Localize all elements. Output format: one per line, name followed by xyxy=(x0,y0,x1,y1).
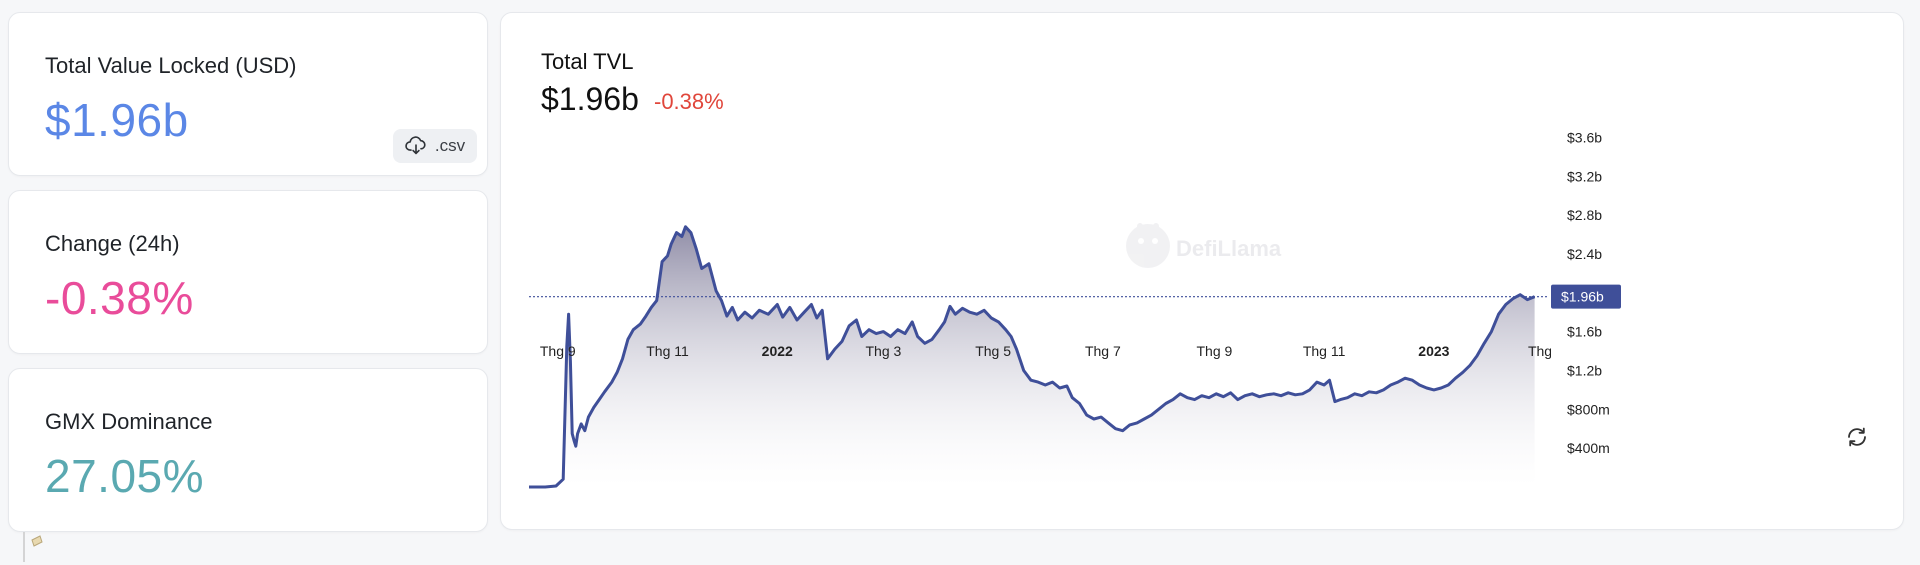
x-tick-label: Thg 11 xyxy=(646,343,689,359)
x-tick-label: 2023 xyxy=(1418,343,1449,359)
current-value-badge-label: $1.96b xyxy=(1561,289,1604,305)
x-tick-label: Thg 7 xyxy=(1085,343,1121,359)
y-tick-label: $2.4b xyxy=(1567,246,1602,262)
y-tick-label: $1.6b xyxy=(1567,324,1602,340)
tvl-chart-card: DefiLlama $400m $800m $1.2b $1.6b $2.4b $2.8b… xyxy=(500,12,1904,530)
x-tick-label: Thg 9 xyxy=(1196,343,1232,359)
y-tick-label: $1.2b xyxy=(1567,362,1602,378)
tvl-value: $1.96b xyxy=(45,94,189,146)
x-tick-label: Thg 11 xyxy=(1303,343,1346,359)
tvl-card: Total Value Locked (USD) $1.96b .csv xyxy=(8,12,488,176)
current-value-badge: $1.96b xyxy=(1551,284,1621,309)
tvl-chart[interactable]: DefiLlama $400m $800m $1.2b $1.6b $2.4b $2.8b… xyxy=(501,13,1903,529)
dominance-value: 27.05% xyxy=(45,450,205,502)
corner-glyph-icon xyxy=(23,532,43,562)
tvl-label: Total Value Locked (USD) xyxy=(45,53,297,78)
change-value: -0.38% xyxy=(45,272,194,324)
chart-title: Total TVL xyxy=(541,49,634,74)
y-tick-label: $400m xyxy=(1567,440,1610,456)
dominance-label: GMX Dominance xyxy=(45,409,213,434)
x-tick-label: Thg 9 xyxy=(540,343,576,359)
download-csv-button[interactable]: .csv xyxy=(393,129,477,163)
tvl-area xyxy=(529,226,1535,488)
y-tick-label: $3.6b xyxy=(1567,129,1602,145)
chart-value: $1.96b xyxy=(541,81,639,117)
defillama-watermark: DefiLlama xyxy=(1126,223,1282,268)
y-tick-label: $3.2b xyxy=(1567,168,1602,184)
change-label: Change (24h) xyxy=(45,231,180,256)
csv-label: .csv xyxy=(434,136,466,155)
change-card: Change (24h) -0.38% xyxy=(8,190,488,354)
y-axis: $400m $800m $1.2b $1.6b $2.4b $2.8b $3.2b $3.6b xyxy=(1567,129,1610,456)
defillama-logo-icon xyxy=(1126,223,1170,268)
x-axis: Thg 9 Thg 11 2022 Thg 3 Thg 5 Thg 7 Thg 9 Thg 1… xyxy=(540,343,1552,359)
x-tick-label: Thg xyxy=(1528,343,1552,359)
y-tick-label: $2.8b xyxy=(1567,207,1602,223)
download-icon xyxy=(405,136,426,155)
tvl-line xyxy=(529,225,1536,489)
watermark-text: DefiLlama xyxy=(1176,236,1282,261)
y-tick-label: $800m xyxy=(1567,401,1610,417)
x-tick-label: Thg 5 xyxy=(975,343,1011,359)
chart-change: -0.38% xyxy=(654,89,724,114)
dominance-card: GMX Dominance 27.05% xyxy=(8,368,488,532)
x-tick-label: Thg 3 xyxy=(865,343,901,359)
refresh-icon[interactable] xyxy=(1845,425,1869,449)
x-tick-label: 2022 xyxy=(762,343,793,359)
